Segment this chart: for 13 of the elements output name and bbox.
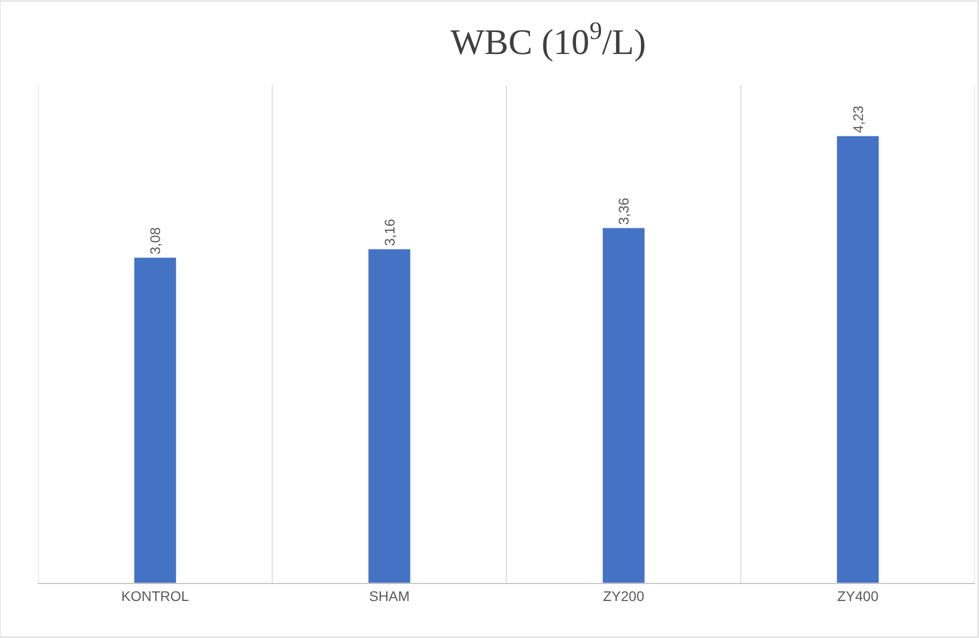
data-label: 3,08 [147, 227, 164, 254]
x-tick-label: ZY200 [603, 588, 644, 604]
chart-title: WBC (10$^{9}$/L) [450, 18, 646, 62]
bar [602, 228, 645, 583]
bar [368, 248, 411, 583]
bar [134, 257, 176, 583]
bar [836, 136, 880, 583]
x-tick-label: ZY400 [837, 588, 879, 604]
x-tick-label: SHAM [369, 588, 410, 604]
x-tick-label: KONTROL [121, 588, 190, 604]
data-label: 4,23 [850, 106, 866, 133]
data-label: 3,16 [381, 218, 398, 246]
data-label: 3,36 [616, 197, 632, 225]
